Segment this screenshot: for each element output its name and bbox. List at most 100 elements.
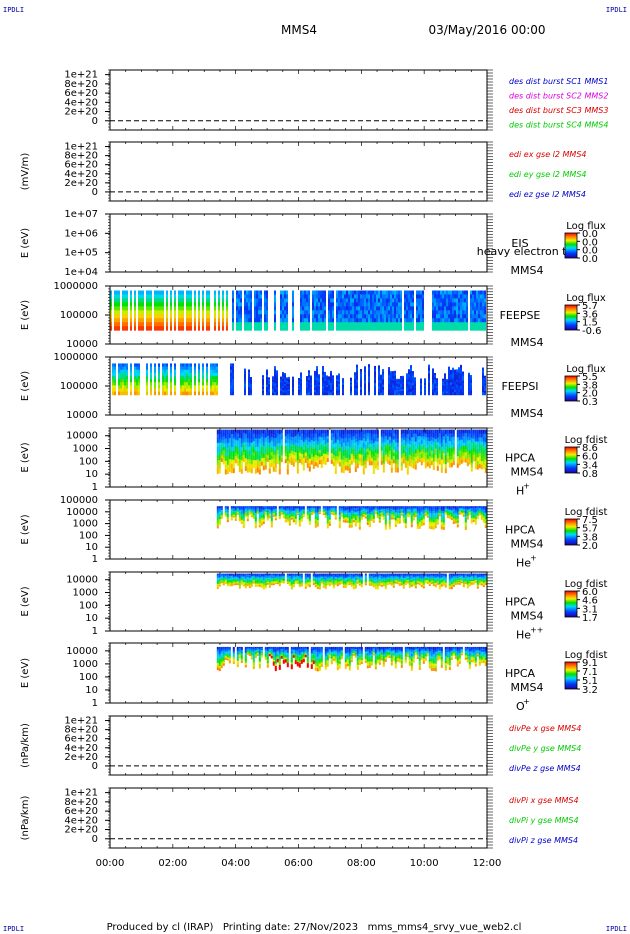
heatmap-cell <box>118 306 120 311</box>
heatmap-cell <box>404 463 407 468</box>
heatmap-cell <box>220 517 223 520</box>
heatmap-cell <box>342 322 344 327</box>
heatmap-cell <box>284 326 286 331</box>
heatmap-cell <box>292 391 294 394</box>
heatmap-cell <box>124 326 126 331</box>
heatmap-cell <box>230 369 232 374</box>
heatmap-cell <box>288 508 291 511</box>
heatmap-cell <box>184 375 186 380</box>
heatmap-cell <box>308 310 310 315</box>
heatmap-cell <box>134 314 136 319</box>
heatmap-cell <box>244 386 246 391</box>
heatmap-cell <box>190 366 192 371</box>
heatmap-cell <box>130 388 132 393</box>
heatmap-cell <box>342 294 344 299</box>
instrument-label: FEEPSE <box>500 309 541 322</box>
heatmap-cell <box>432 376 434 380</box>
heatmap-cell <box>182 294 184 299</box>
heatmap-cell <box>240 521 243 525</box>
heatmap-cell <box>374 380 376 384</box>
heatmap-cell <box>280 448 283 453</box>
heatmap-cell <box>390 380 392 384</box>
heatmap-cell <box>284 377 286 381</box>
heatmap-cell <box>382 371 384 375</box>
heatmap-cell <box>266 369 268 373</box>
colorbar-title: Log flux <box>566 364 606 375</box>
heatmap-cell <box>260 447 263 452</box>
heatmap-cell <box>350 386 352 389</box>
heatmap-cell <box>466 451 469 456</box>
heatmap-cell <box>178 306 180 311</box>
heatmap-cell <box>348 468 351 473</box>
heatmap-cell <box>374 437 377 442</box>
heatmap-cell <box>218 314 220 319</box>
heatmap-cell <box>336 386 338 390</box>
heatmap-cell <box>436 306 438 311</box>
heatmap-cell <box>256 509 259 512</box>
heatmap-cell <box>216 506 219 509</box>
heatmap-cell <box>382 463 385 469</box>
heatmap-cell <box>384 322 386 327</box>
heatmap-cell <box>422 445 425 450</box>
heatmap-cell <box>272 392 274 396</box>
heatmap-cell <box>230 464 233 469</box>
heatmap-cell <box>186 363 188 368</box>
heatmap-cell <box>286 434 289 439</box>
heatmap-cell <box>444 459 447 465</box>
heatmap-cell <box>122 306 124 311</box>
heatmap-cell <box>268 510 271 513</box>
heatmap-cell <box>376 322 378 327</box>
heatmap-cell <box>296 507 299 510</box>
heatmap-cell <box>284 432 287 437</box>
heatmap-cell <box>332 390 334 394</box>
heatmap-cell <box>240 451 243 457</box>
heatmap-cell <box>260 513 263 517</box>
heatmap-cell <box>472 445 475 449</box>
heatmap-cell <box>462 383 464 386</box>
heatmap-cell <box>452 440 455 445</box>
heatmap-cell <box>384 302 386 307</box>
heatmap-cell <box>364 391 366 396</box>
heatmap-cell <box>392 378 394 382</box>
heatmap-cell <box>300 515 303 518</box>
heatmap-cell <box>382 322 384 327</box>
heatmap-cell <box>236 302 238 307</box>
heatmap-cell <box>118 372 120 377</box>
heatmap-cell <box>452 392 454 396</box>
heatmap-cell <box>422 326 424 331</box>
heatmap-cell <box>244 371 246 375</box>
heatmap-cell <box>292 455 295 460</box>
heatmap-cell <box>354 467 357 473</box>
heatmap-cell <box>316 444 319 449</box>
heatmap-cell <box>316 314 318 319</box>
heatmap-cell <box>330 460 333 464</box>
heatmap-cell <box>444 326 446 331</box>
heatmap-cell <box>138 314 140 319</box>
heatmap-cell <box>420 302 422 307</box>
heatmap-cell <box>342 433 345 439</box>
heatmap-cell <box>224 512 227 514</box>
heatmap-cell <box>158 372 160 377</box>
heatmap-cell <box>458 386 460 390</box>
heatmap-cell <box>448 380 450 384</box>
heatmap-cell <box>286 456 289 462</box>
heatmap-cell <box>274 467 277 473</box>
heatmap-cell <box>282 509 285 512</box>
heatmap-cell <box>292 380 294 383</box>
heatmap-cell <box>322 388 324 393</box>
heatmap-cell <box>380 433 383 438</box>
heatmap-cell <box>358 326 360 331</box>
heatmap-cell <box>400 389 402 392</box>
heatmap-cell <box>380 314 382 319</box>
heatmap-cell <box>414 392 416 396</box>
heatmap-cell <box>270 448 273 453</box>
heatmap-cell <box>224 451 227 457</box>
heatmap-cell <box>124 385 126 389</box>
heatmap-cell <box>270 520 273 524</box>
heatmap-cell <box>432 326 434 331</box>
heatmap-cell <box>298 508 301 511</box>
heatmap-cell <box>362 322 364 327</box>
heatmap-cell <box>350 326 352 331</box>
heatmap-cell <box>282 387 284 391</box>
heatmap-cell <box>406 310 408 315</box>
